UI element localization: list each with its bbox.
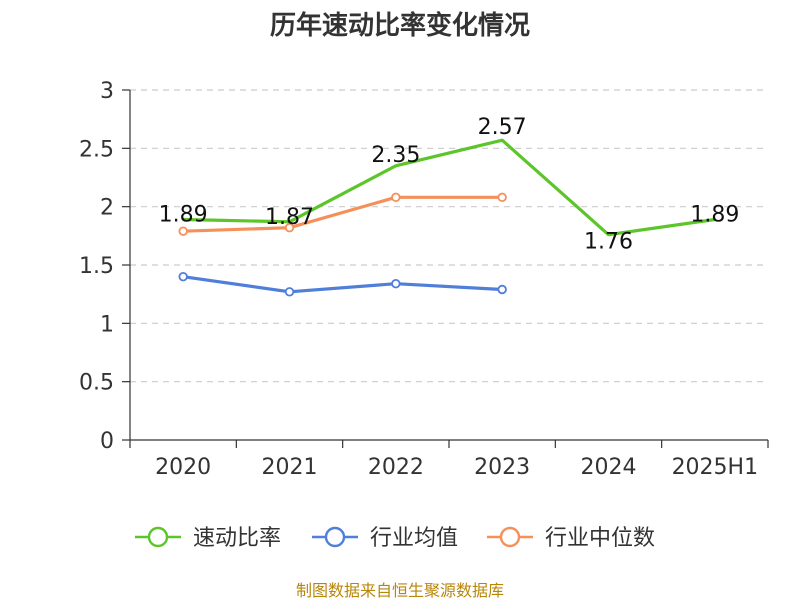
x-tick-label: 2023 xyxy=(474,455,530,480)
data-label: 2.35 xyxy=(371,143,420,168)
data-point xyxy=(284,222,295,233)
data-point xyxy=(497,284,507,295)
data-point xyxy=(391,278,401,289)
data-label: 1.76 xyxy=(584,230,633,255)
legend-marker-1 xyxy=(324,526,346,548)
series-group xyxy=(178,138,716,297)
data-label: 1.89 xyxy=(159,203,208,228)
x-tick-label: 2025H1 xyxy=(672,455,759,480)
grid xyxy=(130,89,768,383)
series-line-1 xyxy=(182,275,503,294)
data-point xyxy=(497,192,507,203)
legend-marker-0 xyxy=(147,526,169,548)
chart-title: 历年速动比率变化情况 xyxy=(270,10,530,41)
y-tick-label: 2.5 xyxy=(79,137,114,162)
data-point xyxy=(391,192,401,203)
legend-label-0: 速动比率 xyxy=(193,526,281,551)
series-line-2 xyxy=(183,195,503,233)
data-label: 1.87 xyxy=(265,205,314,230)
series-line-0 xyxy=(183,138,716,237)
data-point xyxy=(284,287,295,297)
legend-label-2: 行业中位数 xyxy=(545,526,655,551)
y-tick-label: 1.5 xyxy=(79,254,114,279)
legend: 速动比率 行业均值 行业中位数 xyxy=(135,526,655,551)
data-point xyxy=(178,271,188,282)
legend-label-1: 行业均值 xyxy=(370,526,458,551)
x-tick-label: 2024 xyxy=(581,455,637,480)
x-tick-label: 2022 xyxy=(368,455,424,480)
x-tick-label: 2021 xyxy=(262,455,318,480)
y-tick-label: 1 xyxy=(100,312,114,337)
data-point xyxy=(178,226,188,236)
data-labels: 1.89 1.87 2.35 2.57 1.76 1.89 xyxy=(159,115,740,255)
data-label: 2.57 xyxy=(478,115,527,140)
y-tick-label: 0 xyxy=(100,429,114,454)
legend-marker-2 xyxy=(499,526,521,548)
axes: 0 0.5 1 1.5 2 2.5 3 2020 2021 2022 2023 2024 2025H1 xyxy=(79,79,769,480)
source-note: 制图数据来自恒生聚源数据库 xyxy=(296,581,504,600)
y-tick-label: 0.5 xyxy=(79,371,114,396)
y-tick-label: 2 xyxy=(100,196,114,221)
data-label: 1.89 xyxy=(690,203,739,228)
x-tick-label: 2020 xyxy=(155,455,211,480)
y-tick-label: 3 xyxy=(100,79,114,104)
